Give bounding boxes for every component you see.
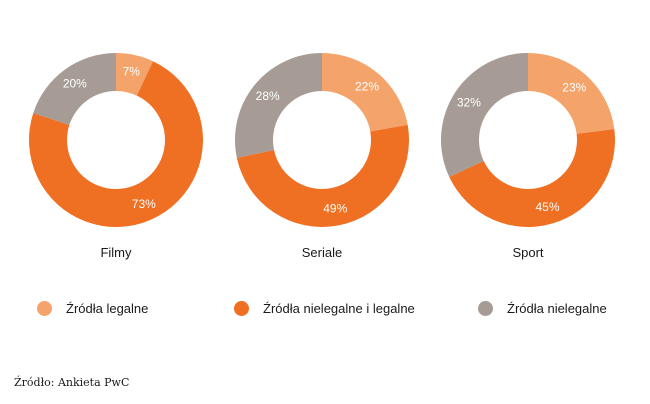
slice-label-seriale-zrodla-nielegalne: 28% [256, 89, 280, 103]
slice-label-sport-zrodla-legalne: 23% [562, 80, 586, 94]
donut-title-sport: Sport [512, 245, 544, 260]
legend-label-illegal: Źródła nielegalne [507, 300, 607, 316]
source-note: Źródło: Ankieta PwC [14, 376, 130, 389]
slice-filmy-zrodla-nielegalne-i-legalne [28, 61, 204, 228]
legend-label-mixed: Źródła nielegalne i legalne [263, 300, 415, 316]
slice-label-sport-zrodla-nielegalne-i-legalne: 45% [536, 200, 560, 214]
slice-sport-zrodla-legalne [528, 53, 615, 134]
slice-seriale-zrodla-nielegalne-i-legalne [236, 124, 410, 228]
legend-item-illegal: Źródła nielegalne [478, 297, 607, 319]
donut-seriale: 22% 49% 28% [235, 53, 410, 228]
donut-sport: 23% 45% 32% [441, 53, 615, 227]
legend-item-legal: Źródła legalne [37, 297, 148, 319]
slice-label-seriale-zrodla-legalne: 22% [355, 79, 379, 93]
donut-filmy: 7% 73% 20% [28, 53, 204, 228]
slice-label-sport-zrodla-nielegalne: 32% [457, 95, 481, 109]
legend-item-mixed: Źródła nielegalne i legalne [234, 297, 415, 319]
legend-swatch-illegal [478, 300, 493, 316]
slice-label-filmy-zrodla-nielegalne: 20% [63, 76, 87, 90]
legend-swatch-mixed [234, 300, 249, 316]
legend-swatch-legal [37, 300, 52, 316]
legend-label-legal: Źródła legalne [66, 300, 149, 316]
donut-title-seriale: Seriale [301, 245, 343, 260]
slice-seriale-zrodla-legalne [322, 53, 408, 132]
donut-title-filmy: Filmy [100, 245, 132, 260]
slice-sport-zrodla-nielegalne [441, 53, 528, 178]
slice-label-filmy-zrodla-nielegalne-i-legalne: 73% [132, 197, 156, 211]
slice-seriale-zrodla-nielegalne [235, 53, 322, 158]
donut-charts: 7% 73% 20% 22% 49% 28% 23% 45% 32% [28, 53, 615, 228]
slice-label-seriale-zrodla-nielegalne-i-legalne: 49% [323, 202, 347, 216]
slice-sport-zrodla-nielegalne-i-legalne [449, 129, 615, 227]
slice-filmy-zrodla-nielegalne [33, 53, 116, 125]
slice-filmy-zrodla-legalne [116, 53, 154, 96]
slice-label-filmy-zrodla-legalne: 7% [123, 65, 141, 79]
legend: Źródła legalne Źródła nielegalne i legal… [0, 297, 650, 321]
